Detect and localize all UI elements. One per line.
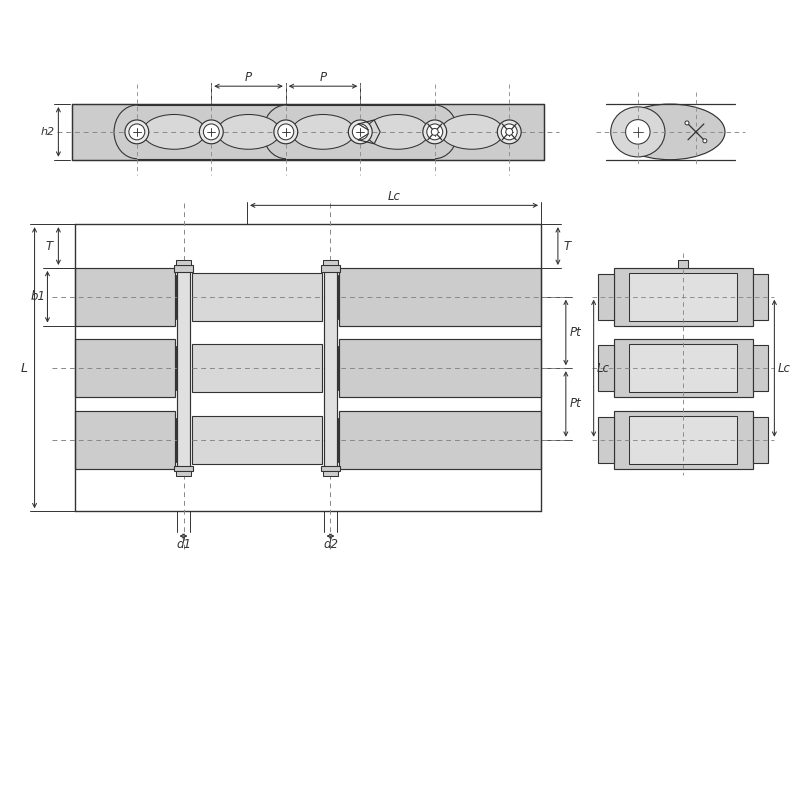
Ellipse shape xyxy=(291,114,354,150)
Circle shape xyxy=(431,128,438,135)
Circle shape xyxy=(502,124,517,140)
Text: P: P xyxy=(319,70,326,84)
Ellipse shape xyxy=(348,120,372,144)
Bar xyxy=(630,416,737,463)
Bar xyxy=(175,346,182,390)
Text: T: T xyxy=(46,239,53,253)
Bar xyxy=(175,418,182,462)
Text: T: T xyxy=(563,239,570,253)
Bar xyxy=(177,268,190,469)
Text: Lc: Lc xyxy=(778,362,791,374)
Text: h2: h2 xyxy=(41,127,54,137)
Bar xyxy=(753,274,769,319)
Ellipse shape xyxy=(498,120,521,144)
Text: P: P xyxy=(245,70,252,84)
Circle shape xyxy=(129,124,145,140)
Bar xyxy=(322,471,338,477)
Ellipse shape xyxy=(440,114,504,150)
Text: L: L xyxy=(21,362,28,374)
Ellipse shape xyxy=(263,105,309,158)
Bar xyxy=(598,274,614,319)
Ellipse shape xyxy=(217,114,280,150)
Circle shape xyxy=(626,120,650,144)
Bar xyxy=(339,268,541,326)
Bar xyxy=(321,466,341,471)
Bar xyxy=(175,471,191,477)
Bar xyxy=(137,105,286,158)
Bar xyxy=(174,466,194,471)
Text: Pt: Pt xyxy=(570,398,582,410)
Bar xyxy=(193,273,322,321)
Bar xyxy=(598,417,614,462)
Circle shape xyxy=(427,124,442,140)
Bar xyxy=(753,346,769,391)
Bar xyxy=(175,275,182,318)
Bar xyxy=(630,273,737,321)
Bar xyxy=(323,268,338,469)
Bar xyxy=(75,339,174,397)
Bar xyxy=(614,411,753,469)
Ellipse shape xyxy=(125,120,149,144)
Bar xyxy=(193,416,322,463)
Bar xyxy=(339,339,541,397)
Circle shape xyxy=(352,124,368,140)
Ellipse shape xyxy=(610,107,665,157)
Bar xyxy=(333,346,338,390)
Bar xyxy=(753,417,769,462)
Ellipse shape xyxy=(114,105,160,158)
Circle shape xyxy=(203,124,219,140)
Ellipse shape xyxy=(199,120,223,144)
Text: d2: d2 xyxy=(323,538,338,551)
Bar xyxy=(333,418,338,462)
Bar xyxy=(678,260,688,268)
Ellipse shape xyxy=(142,114,206,150)
Ellipse shape xyxy=(423,120,446,144)
Bar xyxy=(175,260,191,265)
Circle shape xyxy=(685,121,689,125)
Bar xyxy=(630,344,737,392)
Bar xyxy=(614,256,753,481)
Bar xyxy=(75,411,174,469)
Bar xyxy=(72,104,544,160)
Text: Pt: Pt xyxy=(570,326,582,339)
Bar xyxy=(333,275,338,318)
Text: Lc: Lc xyxy=(597,362,610,374)
Circle shape xyxy=(703,139,707,142)
Bar xyxy=(286,105,434,158)
Bar xyxy=(67,222,549,514)
Bar xyxy=(174,265,194,272)
Bar xyxy=(614,339,753,397)
Ellipse shape xyxy=(366,114,429,150)
Ellipse shape xyxy=(274,120,298,144)
Ellipse shape xyxy=(615,104,725,160)
Bar xyxy=(339,411,541,469)
Bar xyxy=(75,268,174,326)
Circle shape xyxy=(278,124,294,140)
Bar xyxy=(321,265,341,272)
Ellipse shape xyxy=(412,105,458,158)
Bar xyxy=(193,344,322,392)
Circle shape xyxy=(506,128,513,135)
Ellipse shape xyxy=(263,105,309,158)
Bar xyxy=(322,260,338,265)
Bar xyxy=(614,268,753,326)
Bar xyxy=(598,346,614,391)
Text: b1: b1 xyxy=(31,290,46,303)
Text: d1: d1 xyxy=(176,538,191,551)
Text: Lc: Lc xyxy=(387,190,401,203)
